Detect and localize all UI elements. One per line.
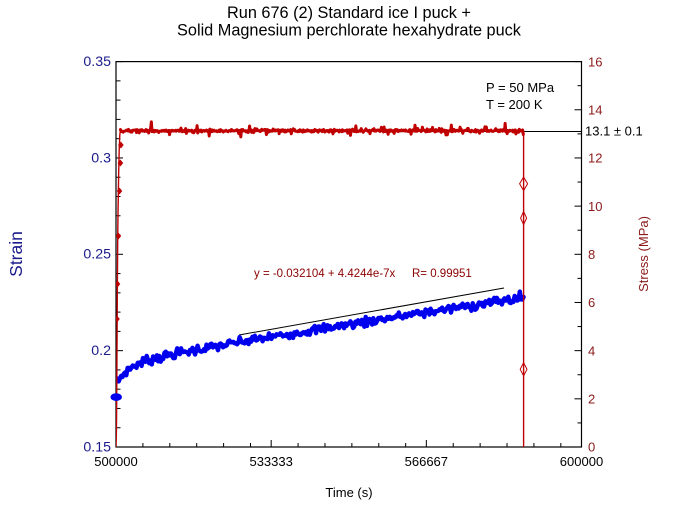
svg-text:566667: 566667 [405, 454, 448, 469]
svg-text:8: 8 [588, 247, 595, 262]
svg-text:0.15: 0.15 [83, 439, 111, 455]
svg-text:2: 2 [588, 392, 595, 407]
svg-text:P = 50 MPa: P = 50 MPa [486, 80, 555, 95]
svg-text:0.3: 0.3 [91, 150, 111, 166]
svg-text:0.25: 0.25 [83, 247, 111, 263]
svg-text:Time (s): Time (s) [325, 485, 372, 500]
svg-text:500000: 500000 [94, 454, 137, 469]
svg-text:6: 6 [588, 295, 595, 310]
svg-text:14: 14 [588, 103, 602, 118]
svg-text:Run 676 (2) Standard ice I puc: Run 676 (2) Standard ice I puck + [227, 4, 471, 22]
svg-text:Stress (MPa): Stress (MPa) [636, 216, 651, 292]
svg-text:4: 4 [588, 343, 595, 358]
svg-text:533333: 533333 [249, 454, 292, 469]
svg-text:13.1 ± 0.1: 13.1 ± 0.1 [585, 124, 643, 139]
svg-text:Solid Magnesium perchlorate he: Solid Magnesium perchlorate hexahydrate … [177, 22, 522, 40]
svg-text:R= 0.99951: R= 0.99951 [412, 268, 472, 280]
svg-text:T = 200 K: T = 200 K [486, 97, 543, 112]
svg-text:16: 16 [588, 54, 602, 69]
svg-text:y = -0.032104 + 4.4244e-7x: y = -0.032104 + 4.4244e-7x [254, 268, 396, 280]
svg-text:0: 0 [588, 440, 595, 455]
svg-text:Strain: Strain [6, 231, 26, 277]
svg-text:10: 10 [588, 199, 602, 214]
svg-text:12: 12 [588, 151, 602, 166]
svg-text:0.2: 0.2 [91, 343, 111, 359]
svg-text:600000: 600000 [560, 454, 603, 469]
svg-text:0.35: 0.35 [83, 54, 111, 70]
